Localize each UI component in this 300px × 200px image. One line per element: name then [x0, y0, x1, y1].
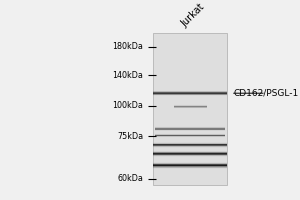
- Bar: [174, 107, 207, 108]
- Bar: [155, 138, 225, 139]
- Bar: [153, 170, 227, 171]
- Bar: [174, 106, 207, 107]
- Bar: [155, 132, 225, 133]
- Bar: [153, 165, 227, 166]
- Bar: [153, 154, 227, 155]
- Bar: [155, 126, 225, 127]
- Bar: [155, 128, 225, 129]
- Bar: [155, 130, 225, 131]
- Bar: [153, 156, 227, 157]
- Bar: [155, 133, 225, 134]
- Bar: [153, 158, 227, 159]
- Bar: [153, 96, 227, 97]
- Bar: [153, 92, 227, 93]
- Bar: [153, 143, 227, 144]
- Bar: [153, 151, 227, 152]
- Bar: [153, 149, 227, 150]
- Bar: [155, 135, 225, 136]
- Bar: [153, 33, 227, 185]
- Bar: [153, 141, 227, 142]
- Text: 75kDa: 75kDa: [117, 132, 143, 141]
- Bar: [153, 145, 227, 146]
- Bar: [153, 94, 227, 95]
- Bar: [153, 90, 227, 91]
- Bar: [153, 163, 227, 164]
- Bar: [153, 150, 227, 151]
- Bar: [153, 164, 227, 165]
- Bar: [174, 104, 207, 105]
- Bar: [153, 166, 227, 167]
- Bar: [155, 129, 225, 130]
- Bar: [153, 169, 227, 170]
- Text: CD162/PSGL-1: CD162/PSGL-1: [233, 89, 298, 98]
- Bar: [174, 109, 207, 110]
- Bar: [153, 93, 227, 94]
- Bar: [153, 91, 227, 92]
- Bar: [153, 152, 227, 153]
- Bar: [155, 134, 225, 135]
- Bar: [155, 137, 225, 138]
- Bar: [155, 131, 225, 132]
- Bar: [153, 89, 227, 90]
- Text: Jurkat: Jurkat: [179, 2, 207, 29]
- Bar: [153, 140, 227, 141]
- Bar: [153, 157, 227, 158]
- Text: 140kDa: 140kDa: [112, 71, 143, 80]
- Bar: [153, 142, 227, 143]
- Bar: [155, 136, 225, 137]
- Text: 100kDa: 100kDa: [112, 101, 143, 110]
- Bar: [174, 103, 207, 104]
- Bar: [155, 127, 225, 128]
- Bar: [153, 97, 227, 98]
- Bar: [153, 147, 227, 148]
- Bar: [153, 168, 227, 169]
- Text: 180kDa: 180kDa: [112, 42, 143, 51]
- Bar: [155, 125, 225, 126]
- Bar: [153, 148, 227, 149]
- Text: 60kDa: 60kDa: [118, 174, 143, 183]
- Bar: [153, 146, 227, 147]
- Bar: [153, 153, 227, 154]
- Bar: [153, 161, 227, 162]
- Bar: [153, 155, 227, 156]
- Bar: [153, 95, 227, 96]
- Bar: [153, 167, 227, 168]
- Bar: [174, 108, 207, 109]
- Bar: [174, 105, 207, 106]
- Bar: [153, 160, 227, 161]
- Bar: [153, 162, 227, 163]
- Bar: [153, 144, 227, 145]
